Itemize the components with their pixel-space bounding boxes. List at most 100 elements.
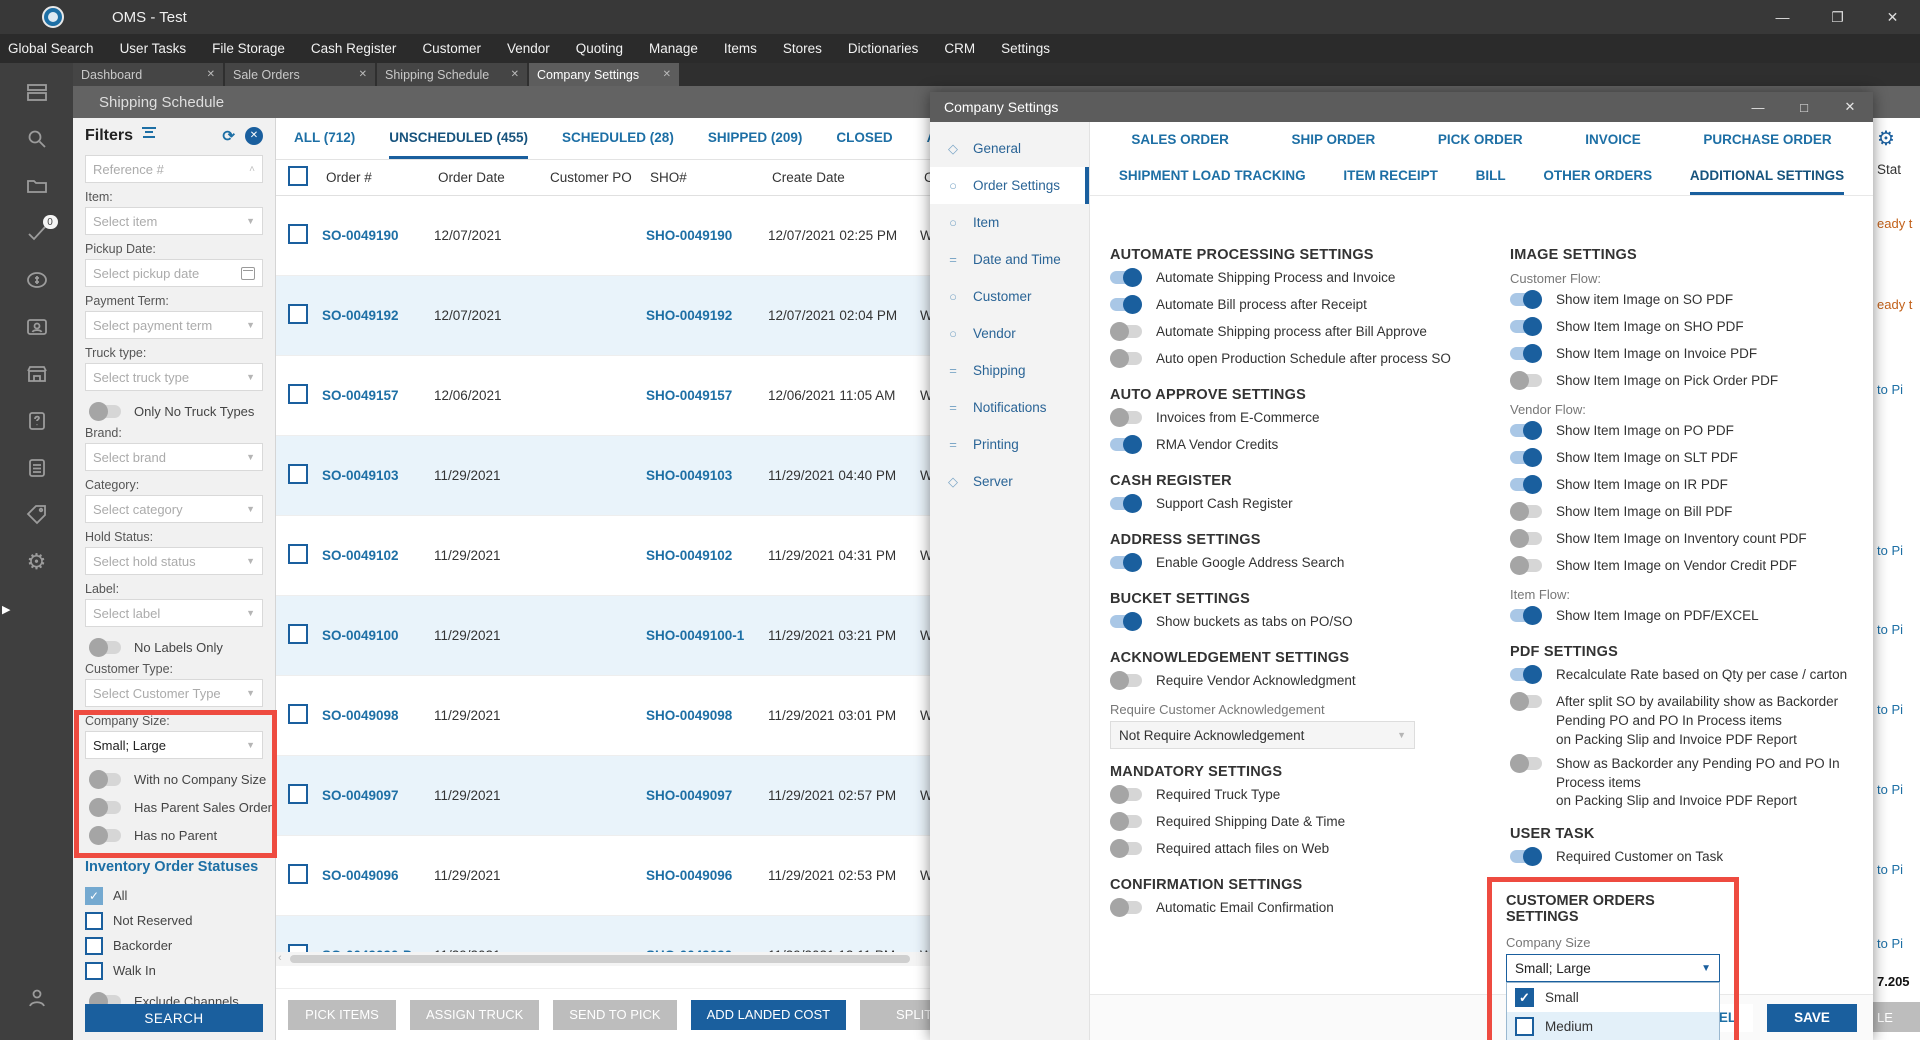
acknowledgement-select[interactable]: Not Require Acknowledgement ▼ — [1110, 721, 1415, 749]
setting-toggle-row[interactable]: After split SO by availability show as B… — [1510, 692, 1873, 750]
filters-close-icon[interactable]: ✕ — [245, 126, 263, 145]
document-tab[interactable]: Dashboard ✕ — [73, 63, 223, 86]
sho-link[interactable]: SHO-0049190 — [646, 228, 733, 243]
setting-toggle-row[interactable]: Automatic Email Confirmation — [1110, 898, 1495, 921]
column-header[interactable]: Order # — [326, 170, 372, 185]
setting-toggle-row[interactable]: Automate Bill process after Receipt — [1110, 295, 1495, 318]
filter-select[interactable]: Select payment term ▼ — [85, 311, 263, 339]
filter-toggle[interactable]: Has no Parent — [85, 821, 263, 849]
column-header[interactable]: Customer PO — [550, 170, 632, 185]
modal-nav-item[interactable]: = Printing — [930, 426, 1089, 463]
user-icon[interactable] — [24, 985, 50, 1011]
row-checkbox[interactable] — [288, 384, 308, 404]
menu-item[interactable]: File Storage — [212, 41, 285, 56]
toggle-switch[interactable] — [1510, 344, 1542, 363]
setting-toggle-row[interactable]: Show Item Image on SLT PDF — [1510, 448, 1873, 471]
truncated-button[interactable]: LE — [1873, 1002, 1920, 1032]
scroll-left-icon[interactable]: ‹ — [278, 952, 282, 964]
setting-toggle-row[interactable]: Automate Shipping process after Bill App… — [1110, 322, 1495, 345]
filter-toggle[interactable]: Only No Truck Types — [85, 397, 263, 425]
modal-tab[interactable]: OTHER ORDERS — [1543, 168, 1653, 183]
modal-tab[interactable]: BILL — [1475, 168, 1506, 183]
menu-item[interactable]: Global Search — [8, 41, 94, 56]
minimize-icon[interactable]: — — [1775, 9, 1790, 25]
toggle-switch[interactable] — [1510, 421, 1542, 440]
setting-toggle-row[interactable]: Required Truck Type — [1110, 785, 1495, 808]
status-tab[interactable]: UNSCHEDULED (455) — [389, 118, 529, 159]
toggle-switch[interactable] — [1510, 556, 1542, 575]
modal-tab[interactable]: PICK ORDER — [1437, 131, 1523, 147]
filter-toggle[interactable]: Has Parent Sales Order — [85, 793, 272, 821]
toggle-switch[interactable] — [1510, 290, 1542, 309]
toggle-switch[interactable] — [1510, 529, 1542, 548]
toggle-switch[interactable] — [1110, 898, 1142, 917]
menu-item[interactable]: Settings — [1001, 41, 1050, 56]
cash-icon[interactable] — [24, 267, 50, 293]
toggle-switch[interactable] — [1510, 371, 1542, 390]
filter-select[interactable]: Select hold status ▼ — [85, 547, 263, 575]
sho-link[interactable]: SHO-0049102 — [646, 548, 733, 563]
setting-toggle-row[interactable]: Required Shipping Date & Time — [1110, 812, 1495, 835]
row-checkbox[interactable] — [288, 944, 308, 952]
dropdown-option[interactable]: ✓ Small — [1507, 983, 1719, 1012]
menu-item[interactable]: Items — [723, 41, 757, 56]
option-checkbox[interactable]: ✓ — [1515, 1017, 1534, 1036]
sho-link[interactable]: SHO-0049096 — [646, 868, 733, 883]
toggle-switch[interactable] — [1110, 839, 1142, 858]
toggle-switch[interactable] — [1110, 785, 1142, 804]
order-link[interactable]: SO-0049098 — [322, 708, 399, 723]
sho-link[interactable]: SHO-0049100-1 — [646, 628, 745, 643]
modal-nav-item[interactable]: ◇ General — [948, 140, 1022, 157]
row-checkbox[interactable] — [288, 784, 308, 804]
column-header[interactable]: Create Date — [772, 170, 845, 185]
tab-close-icon[interactable]: ✕ — [358, 69, 367, 80]
select-all-checkbox[interactable] — [288, 166, 308, 186]
modal-nav-item[interactable]: = Date and Time — [930, 241, 1089, 278]
sho-link[interactable]: SHO-0049157 — [646, 388, 733, 403]
toggle-switch[interactable] — [1110, 295, 1142, 314]
sho-link[interactable]: SHO-0049090 — [646, 948, 768, 952]
modal-tab[interactable]: ITEM RECEIPT — [1343, 168, 1438, 183]
dashboard-icon[interactable] — [24, 79, 50, 105]
checkbox[interactable]: ✓ — [85, 936, 103, 955]
filter-select[interactable]: Select truck type ▼ — [85, 363, 263, 391]
menu-item[interactable]: Cash Register — [310, 41, 397, 56]
toggle-switch[interactable] — [1510, 475, 1542, 494]
filter-select[interactable]: Select category ▼ — [85, 495, 263, 523]
close-icon[interactable]: ✕ — [1886, 8, 1899, 25]
toggle-switch[interactable] — [89, 401, 121, 421]
toggle-switch[interactable] — [1110, 553, 1142, 572]
row-checkbox[interactable] — [288, 224, 308, 244]
column-header[interactable]: Order Date — [438, 170, 505, 185]
clipboard-question-icon[interactable] — [24, 408, 50, 434]
dropdown-option[interactable]: ✓ Medium — [1507, 1012, 1719, 1040]
menu-item[interactable]: Dictionaries — [847, 41, 919, 56]
toggle-switch[interactable] — [89, 637, 121, 657]
status-tab[interactable]: CLOSED — [836, 129, 893, 145]
setting-toggle-row[interactable]: RMA Vendor Credits — [1110, 435, 1495, 458]
toggle-switch[interactable] — [1110, 812, 1142, 831]
toggle-switch[interactable] — [1510, 665, 1542, 684]
order-link[interactable]: SO-0049103 — [322, 468, 399, 483]
status-checkbox-row[interactable]: ✓ Not Reserved — [85, 908, 263, 933]
action-button[interactable]: PICK ITEMS — [288, 999, 396, 1030]
filter-select[interactable]: Select Customer Type ▼ — [85, 679, 263, 707]
settings-gear-icon[interactable]: ⚙ — [26, 549, 47, 574]
sho-link[interactable]: SHO-0049192 — [646, 308, 733, 323]
save-button[interactable]: SAVE — [1767, 1003, 1857, 1032]
store-icon[interactable] — [24, 361, 50, 387]
status-tab[interactable]: SHIPPED (209) — [707, 129, 803, 145]
tag-icon[interactable] — [24, 502, 50, 528]
menu-item[interactable]: Manage — [649, 41, 698, 56]
setting-toggle-row[interactable]: Required Customer on Task — [1510, 847, 1873, 870]
modal-maximize-icon[interactable]: □ — [1800, 99, 1808, 115]
setting-toggle-row[interactable]: Show Item Image on IR PDF — [1510, 475, 1873, 498]
menu-item[interactable]: Customer — [422, 41, 481, 56]
order-link[interactable]: SO-0049192 — [322, 308, 399, 323]
setting-toggle-row[interactable]: Enable Google Address Search — [1110, 553, 1495, 576]
document-tab[interactable]: Sale Orders ✕ — [225, 63, 375, 86]
menu-item[interactable]: Stores — [782, 41, 822, 56]
company-size-combobox[interactable]: Small; Large ▼ — [1506, 954, 1720, 982]
column-header[interactable]: SHO# — [650, 170, 687, 185]
modal-tab[interactable]: SHIPMENT LOAD TRACKING — [1118, 168, 1306, 183]
